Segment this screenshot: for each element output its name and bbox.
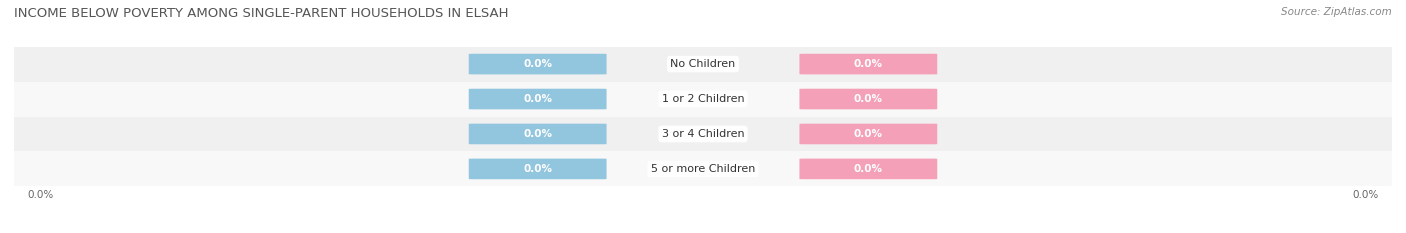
Text: Source: ZipAtlas.com: Source: ZipAtlas.com bbox=[1281, 7, 1392, 17]
Text: INCOME BELOW POVERTY AMONG SINGLE-PARENT HOUSEHOLDS IN ELSAH: INCOME BELOW POVERTY AMONG SINGLE-PARENT… bbox=[14, 7, 509, 20]
Bar bbox=[14, 82, 1392, 116]
Text: 0.0%: 0.0% bbox=[28, 190, 53, 200]
FancyBboxPatch shape bbox=[468, 124, 606, 144]
FancyBboxPatch shape bbox=[800, 159, 938, 179]
Bar bbox=[14, 47, 1392, 82]
Bar bbox=[14, 116, 1392, 151]
Text: 0.0%: 0.0% bbox=[523, 164, 553, 174]
Text: 5 or more Children: 5 or more Children bbox=[651, 164, 755, 174]
Text: 0.0%: 0.0% bbox=[1353, 190, 1378, 200]
Text: 3 or 4 Children: 3 or 4 Children bbox=[662, 129, 744, 139]
Text: No Children: No Children bbox=[671, 59, 735, 69]
Text: 0.0%: 0.0% bbox=[853, 129, 883, 139]
FancyBboxPatch shape bbox=[800, 54, 938, 74]
FancyBboxPatch shape bbox=[800, 89, 938, 109]
FancyBboxPatch shape bbox=[468, 159, 606, 179]
Text: 0.0%: 0.0% bbox=[853, 59, 883, 69]
FancyBboxPatch shape bbox=[468, 54, 606, 74]
Text: 0.0%: 0.0% bbox=[523, 59, 553, 69]
Text: 0.0%: 0.0% bbox=[523, 129, 553, 139]
Text: 0.0%: 0.0% bbox=[853, 164, 883, 174]
FancyBboxPatch shape bbox=[800, 124, 938, 144]
Text: 1 or 2 Children: 1 or 2 Children bbox=[662, 94, 744, 104]
Text: 0.0%: 0.0% bbox=[853, 94, 883, 104]
Bar bbox=[14, 151, 1392, 186]
FancyBboxPatch shape bbox=[468, 89, 606, 109]
Text: 0.0%: 0.0% bbox=[523, 94, 553, 104]
